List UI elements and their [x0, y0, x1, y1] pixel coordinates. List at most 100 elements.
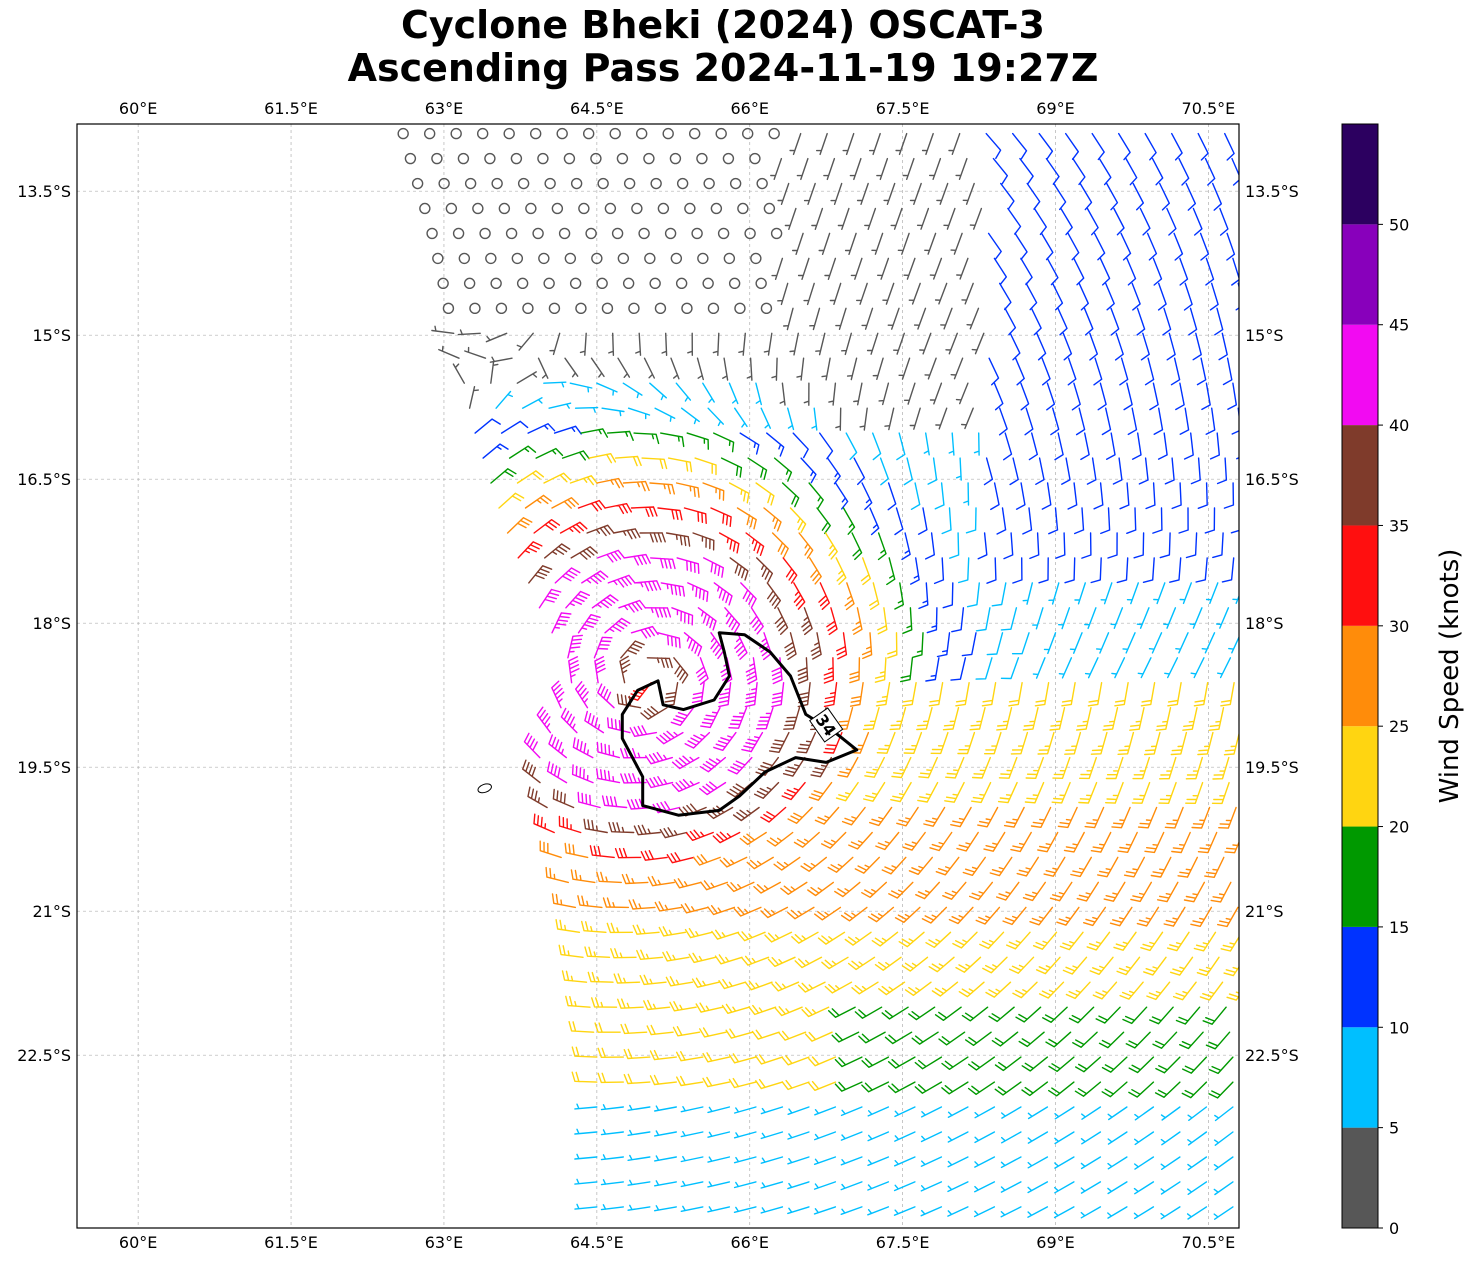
wind-barb — [942, 582, 954, 609]
wind-barb — [600, 1129, 624, 1136]
wind-barb — [1051, 781, 1071, 804]
wind-barb — [1070, 856, 1092, 878]
wind-barb — [572, 737, 594, 759]
wind-barb — [707, 1181, 731, 1188]
calm-circle — [697, 252, 709, 265]
wind-barb — [1112, 457, 1123, 485]
wind-barb — [1090, 731, 1108, 755]
wind-barb — [947, 1206, 969, 1217]
calm-circle — [763, 202, 776, 215]
wind-barb — [1057, 307, 1068, 336]
wind-barb — [903, 257, 916, 280]
wind-barb — [818, 232, 831, 255]
wind-barb — [1150, 856, 1172, 878]
wind-barb — [622, 382, 643, 399]
wind-barb — [728, 482, 750, 504]
wind-barb — [1084, 607, 1097, 630]
wind-barb — [1043, 632, 1057, 655]
wind-barb — [801, 607, 813, 636]
wind-barb — [974, 1131, 996, 1144]
wind-barb — [627, 1154, 651, 1161]
wind-barb — [1170, 357, 1181, 386]
wind-barb — [982, 956, 1008, 974]
wind-barb — [1048, 1081, 1075, 1097]
wind-barb — [633, 824, 661, 836]
wind-barb — [971, 756, 991, 779]
wind-barb — [527, 786, 548, 809]
wind-barb — [733, 1181, 757, 1189]
colorbar-label: Wind Speed (knots) — [1435, 549, 1465, 804]
wind-barb — [1228, 635, 1239, 654]
wind-barb — [854, 856, 880, 874]
wind-barb — [1113, 931, 1137, 951]
wind-barb — [1097, 856, 1119, 878]
wind-barb — [1054, 1181, 1075, 1194]
wind-barb — [1136, 307, 1146, 336]
wind-barb — [746, 357, 753, 381]
wind-barb — [523, 732, 541, 759]
wind-barb — [1164, 457, 1175, 485]
wind-barb — [567, 634, 583, 659]
wind-barb — [1179, 582, 1192, 605]
wind-barb — [877, 532, 887, 561]
wind-barb — [876, 157, 889, 181]
wind-barb — [732, 806, 760, 822]
lon-tick-label-bottom: 60°E — [119, 1233, 157, 1252]
wind-barb — [528, 565, 553, 584]
wind-barb — [1069, 632, 1083, 654]
wind-barb — [620, 773, 647, 784]
wind-barb — [1080, 1181, 1102, 1194]
wind-barb — [596, 768, 621, 784]
wind-barb — [955, 457, 962, 481]
wind-barb — [594, 656, 606, 684]
wind-barb — [1001, 1106, 1022, 1119]
lat-tick-label-left: 16.5°S — [17, 470, 71, 489]
calm-circle — [729, 177, 742, 190]
calm-circle — [717, 227, 730, 240]
wind-barb — [969, 207, 983, 230]
wind-barb — [840, 1156, 863, 1166]
wind-barb — [537, 357, 549, 379]
wind-barb — [1029, 906, 1054, 926]
wind-barb — [973, 432, 980, 456]
wind-barb — [724, 607, 741, 634]
wind-barb — [1076, 881, 1099, 902]
wind-barb — [971, 332, 985, 355]
wind-barb — [903, 457, 913, 486]
wind-barb — [1191, 806, 1211, 829]
lat-tick-label-right: 18°S — [1245, 614, 1284, 633]
calm-circle — [538, 252, 550, 265]
wind-barb — [571, 1046, 598, 1058]
wind-barb — [680, 1131, 704, 1138]
wind-barb — [944, 781, 965, 803]
wind-barb — [559, 521, 588, 534]
wind-barb — [866, 332, 879, 355]
wind-barb — [1075, 407, 1086, 436]
wind-barb — [956, 831, 979, 852]
wind-barb — [1178, 157, 1190, 186]
wind-barb — [1170, 731, 1188, 756]
calm-circle — [495, 302, 508, 315]
colorbar-bin — [1342, 1027, 1378, 1128]
wind-barb — [965, 507, 977, 534]
wind-barb — [810, 632, 822, 660]
wind-barb — [699, 1027, 727, 1038]
wind-barb — [975, 607, 991, 632]
wind-barb — [810, 756, 832, 778]
wind-barb — [500, 420, 529, 434]
wind-barb — [1072, 1031, 1098, 1048]
wind-barb — [1063, 831, 1085, 853]
calm-circle — [664, 227, 677, 240]
wind-barb — [1137, 806, 1158, 829]
wind-barb — [958, 981, 985, 998]
wind-barb — [1096, 632, 1110, 654]
wind-barb — [1119, 357, 1129, 386]
wind-barb — [894, 1156, 916, 1167]
wind-barb — [1131, 282, 1141, 311]
wind-barb — [1144, 831, 1165, 854]
wind-barb — [702, 1052, 731, 1063]
wind-barb — [687, 582, 709, 602]
wind-barb — [1093, 482, 1104, 510]
wind-barb — [920, 1156, 943, 1167]
wind-barb — [789, 132, 802, 156]
